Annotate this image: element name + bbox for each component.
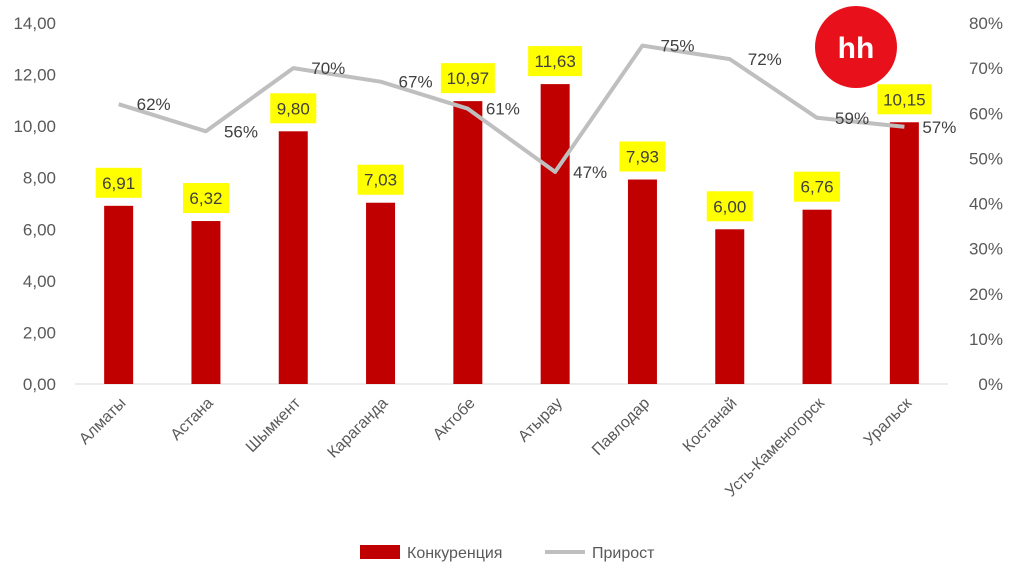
legend-swatch-konkurentsiya	[360, 545, 400, 559]
bar-3	[278, 131, 308, 384]
line-label-5: 61%	[486, 100, 520, 119]
bar-label-text: 7,03	[364, 171, 397, 190]
bar-1	[104, 205, 134, 384]
category-labels: Алматы Астана Шымкент Караганда Актобе Атырау…	[76, 394, 916, 500]
right-axis-tick-label: 40%	[969, 195, 1003, 214]
right-axis-tick-label: 30%	[969, 240, 1003, 259]
bar-label-3: 9,80	[270, 93, 317, 124]
category-label: Павлодар	[589, 395, 653, 459]
bar-label-highlight	[619, 141, 666, 172]
legend-label-konkurentsiya: Конкуренция	[407, 545, 502, 562]
category-label: Астана	[168, 395, 217, 444]
bar-label-text: 6,32	[189, 189, 222, 208]
category-label: Актобе	[430, 395, 479, 444]
line-label-3: 70%	[311, 59, 345, 78]
bar-label-6: 11,63	[528, 46, 583, 77]
bar-10	[889, 122, 919, 385]
bar-label-highlight	[440, 63, 495, 94]
category-label: Усть-Каменогорск	[722, 394, 828, 500]
category-label: Шымкент	[243, 394, 305, 456]
right-axis-tick-label: 50%	[969, 149, 1003, 168]
bar-label-9: 6,76	[794, 171, 841, 202]
bar-label-5: 10,97	[440, 63, 495, 94]
bar-label-highlight	[794, 171, 841, 202]
bar-label-highlight	[528, 46, 583, 77]
right-axis-tick-label: 70%	[969, 59, 1003, 78]
right-axis-ticks: 0% 10% 20% 30% 40% 50% 60% 70% 80%	[969, 14, 1003, 394]
left-axis-ticks: 0,00 2,00 4,00 6,00 8,00 10,00 12,00 14,00	[13, 14, 56, 394]
bar-5	[453, 101, 483, 385]
left-axis-tick-label: 14,00	[13, 14, 56, 33]
category-label: Алматы	[76, 395, 129, 448]
bar-label-text: 10,97	[447, 69, 490, 88]
line-label-10: 57%	[922, 118, 956, 137]
bar-2	[191, 221, 221, 384]
left-axis-tick-label: 8,00	[23, 169, 56, 188]
bar-label-text: 6,91	[102, 174, 135, 193]
bar-label-8: 6,00	[706, 191, 753, 222]
right-axis-tick-label: 10%	[969, 330, 1003, 349]
hh-logo-circle	[815, 6, 897, 88]
line-label-2: 56%	[224, 122, 258, 141]
bar-series-konkurentsiya	[104, 84, 919, 385]
bar-8	[715, 229, 745, 384]
bar-label-highlight	[95, 167, 142, 198]
bar-6	[540, 84, 570, 384]
line-label-9: 59%	[835, 109, 869, 128]
left-axis-tick-label: 10,00	[13, 117, 56, 136]
hh-logo-text: hh	[838, 32, 875, 65]
bar-9	[802, 209, 832, 384]
right-axis-tick-label: 60%	[969, 104, 1003, 123]
left-axis-tick-label: 2,00	[23, 323, 56, 342]
bar-label-highlight	[357, 164, 404, 195]
category-label: Атырау	[515, 395, 566, 446]
bar-label-highlight	[877, 84, 932, 115]
left-axis-tick-label: 4,00	[23, 272, 56, 291]
line-series-prirost	[118, 43, 905, 174]
bar-label-4: 7,03	[357, 164, 404, 195]
bar-label-10: 10,15	[877, 84, 932, 115]
category-label: Уральск	[861, 394, 916, 449]
bar-label-highlight	[270, 93, 317, 124]
bar-label-text: 6,76	[801, 178, 834, 197]
right-axis-tick-label: 80%	[969, 14, 1003, 33]
bar-label-text: 6,00	[713, 197, 746, 216]
bar-label-text: 7,93	[626, 148, 659, 167]
category-label: Костанай	[680, 395, 741, 456]
category-label: Караганда	[325, 395, 392, 462]
legend: Конкуренция Прирост	[360, 545, 655, 562]
bar-7	[627, 179, 657, 384]
left-axis-tick-label: 12,00	[13, 66, 56, 85]
bar-label-text: 9,80	[277, 99, 310, 118]
bar-data-labels: 6,91 6,32 9,80 7,03 10,97 11,63 7,93 6,00 6,76 10…	[95, 46, 932, 222]
left-axis-tick-label: 0,00	[23, 375, 56, 394]
right-axis-tick-label: 20%	[969, 285, 1003, 304]
left-axis-tick-label: 6,00	[23, 220, 56, 239]
line-label-4: 67%	[399, 73, 433, 92]
line-data-labels: 62% 56% 70% 67% 61% 47% 75% 72% 59% 57%	[137, 37, 957, 182]
bar-label-text: 11,63	[535, 52, 576, 71]
bar-label-2: 6,32	[182, 183, 229, 214]
line-label-6: 47%	[573, 163, 607, 182]
bar-label-highlight	[706, 191, 753, 222]
bar-label-7: 7,93	[619, 141, 666, 172]
prirost-line	[118, 43, 905, 174]
bar-label-1: 6,91	[95, 167, 142, 198]
hh-logo: hh	[815, 6, 897, 88]
line-label-1: 62%	[137, 95, 171, 114]
bar-label-highlight	[182, 183, 229, 214]
right-axis-tick-label: 0%	[978, 375, 1003, 394]
bar-label-text: 10,15	[883, 90, 926, 109]
line-label-7: 75%	[660, 37, 694, 56]
line-label-8: 72%	[748, 50, 782, 69]
bar-4	[366, 202, 396, 384]
legend-label-prirost: Прирост	[592, 545, 655, 562]
